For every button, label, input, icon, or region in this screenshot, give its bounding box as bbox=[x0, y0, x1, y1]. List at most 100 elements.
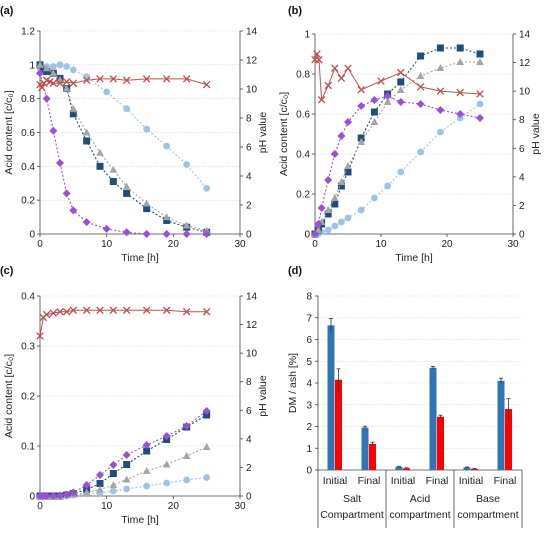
data-point bbox=[122, 475, 131, 483]
category-label: Initial bbox=[323, 475, 348, 487]
data-point bbox=[311, 230, 319, 238]
y-tick-label: 0.4 bbox=[296, 150, 310, 161]
error-bar bbox=[465, 466, 469, 468]
data-point bbox=[36, 60, 44, 68]
data-point bbox=[417, 52, 425, 60]
data-point bbox=[69, 104, 78, 112]
data-point bbox=[476, 100, 484, 108]
data-point bbox=[102, 224, 111, 233]
bar bbox=[361, 427, 369, 470]
data-point bbox=[142, 75, 151, 83]
series-square bbox=[311, 44, 484, 238]
y2-axis-label: pH value bbox=[530, 113, 542, 155]
y2-tick-label: 8 bbox=[246, 377, 252, 388]
data-point bbox=[123, 485, 131, 493]
data-point bbox=[143, 125, 151, 133]
y-axis-label: DM / ash [%] bbox=[287, 353, 299, 413]
data-point bbox=[384, 182, 391, 190]
series-triangle bbox=[36, 60, 211, 234]
bar bbox=[463, 467, 471, 470]
data-point bbox=[109, 178, 117, 186]
y-tick-label: 1 bbox=[306, 444, 312, 455]
data-point bbox=[344, 64, 352, 73]
data-point bbox=[96, 306, 104, 315]
data-point bbox=[182, 422, 191, 430]
data-point bbox=[42, 310, 51, 319]
data-point bbox=[62, 77, 71, 86]
data-point bbox=[436, 44, 444, 52]
series-x bbox=[36, 306, 211, 340]
y-tick-label: 0.2 bbox=[21, 196, 35, 207]
data-point bbox=[122, 182, 131, 190]
data-point bbox=[163, 479, 171, 487]
y-tick-label: 0.8 bbox=[21, 94, 35, 105]
y2-tick-label: 14 bbox=[246, 27, 258, 38]
panel-label: (c) bbox=[0, 265, 14, 277]
data-point bbox=[62, 189, 71, 198]
category-label: Final bbox=[494, 475, 517, 487]
y2-tick-label: 2 bbox=[519, 201, 525, 212]
data-point bbox=[42, 492, 51, 500]
data-point bbox=[62, 307, 71, 316]
data-point bbox=[69, 66, 77, 74]
y2-tick-label: 14 bbox=[246, 292, 258, 303]
data-point bbox=[109, 487, 117, 495]
data-point bbox=[324, 81, 332, 90]
error-bar bbox=[397, 465, 401, 468]
error-bar bbox=[472, 468, 477, 470]
x-axis-label: Time [h] bbox=[121, 252, 159, 264]
error-bar bbox=[329, 318, 333, 333]
y-tick-label: 0.6 bbox=[296, 110, 310, 121]
data-point bbox=[202, 230, 211, 238]
x-tick-label: 10 bbox=[375, 239, 387, 250]
data-point bbox=[476, 58, 484, 65]
bar bbox=[429, 367, 437, 470]
data-point bbox=[36, 332, 44, 340]
y-axis-label: Acid content [c/c₀] bbox=[3, 354, 15, 438]
data-point bbox=[476, 114, 484, 122]
series-diamond bbox=[36, 407, 211, 500]
y-tick-label: 0 bbox=[29, 492, 35, 503]
data-point bbox=[357, 138, 365, 145]
data-point bbox=[83, 73, 91, 81]
data-point bbox=[337, 178, 346, 185]
x-tick-label: 10 bbox=[101, 239, 113, 250]
data-point bbox=[370, 118, 379, 125]
y2-tick-label: 0 bbox=[246, 230, 252, 241]
data-point bbox=[122, 76, 131, 85]
data-point bbox=[314, 220, 323, 228]
data-point bbox=[109, 461, 118, 469]
data-point bbox=[162, 432, 171, 440]
series-line bbox=[314, 61, 480, 235]
data-point bbox=[96, 148, 104, 156]
data-point bbox=[63, 63, 71, 70]
category-label: Final bbox=[358, 475, 381, 487]
y2-tick-label: 2 bbox=[246, 463, 252, 474]
group-label: Acid bbox=[410, 493, 431, 505]
data-point bbox=[456, 58, 464, 65]
data-point bbox=[69, 206, 78, 215]
y2-tick-label: 12 bbox=[246, 56, 258, 67]
bar bbox=[327, 325, 335, 470]
data-point bbox=[383, 92, 392, 100]
data-point bbox=[202, 407, 211, 415]
series-triangle bbox=[36, 443, 211, 499]
data-point bbox=[456, 44, 464, 52]
y2-tick-label: 6 bbox=[246, 406, 252, 417]
data-point bbox=[96, 485, 104, 493]
error-bar bbox=[336, 368, 341, 391]
bar bbox=[335, 379, 342, 470]
y-tick-label: 3 bbox=[306, 400, 312, 411]
data-point bbox=[456, 88, 464, 97]
y-tick-label: 8 bbox=[306, 292, 312, 303]
y2-axis-label: pH value bbox=[257, 375, 269, 417]
series-line bbox=[315, 103, 481, 235]
category-label: Initial bbox=[391, 475, 416, 487]
series-triangle bbox=[311, 58, 484, 237]
x-axis-label: Time [h] bbox=[121, 514, 159, 526]
data-point bbox=[183, 476, 191, 484]
data-point bbox=[337, 132, 346, 140]
data-point bbox=[82, 76, 91, 85]
chart-panel-2: 0 0.1 0.2 0.3 0.4 0 2 4 6 8 10 12 14 0 10 20 30 Time [h] A… bbox=[0, 265, 269, 526]
